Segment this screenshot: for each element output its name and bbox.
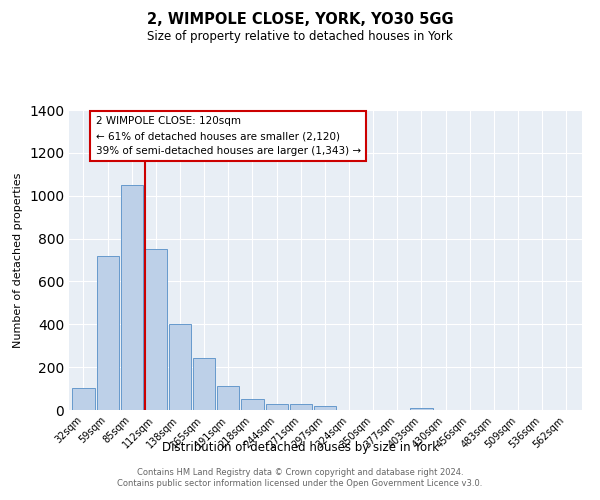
Bar	[241, 400, 263, 410]
Text: 2, WIMPOLE CLOSE, YORK, YO30 5GG: 2, WIMPOLE CLOSE, YORK, YO30 5GG	[146, 12, 454, 28]
Bar	[266, 404, 288, 410]
Text: Size of property relative to detached houses in York: Size of property relative to detached ho…	[147, 30, 453, 43]
Bar	[145, 250, 167, 410]
Text: 2 WIMPOLE CLOSE: 120sqm
← 61% of detached houses are smaller (2,120)
39% of semi: 2 WIMPOLE CLOSE: 120sqm ← 61% of detache…	[95, 116, 361, 156]
Bar	[193, 358, 215, 410]
Bar	[217, 386, 239, 410]
Text: Distribution of detached houses by size in York: Distribution of detached houses by size …	[161, 441, 439, 454]
Text: Contains HM Land Registry data © Crown copyright and database right 2024.
Contai: Contains HM Land Registry data © Crown c…	[118, 468, 482, 487]
Y-axis label: Number of detached properties: Number of detached properties	[13, 172, 23, 348]
Bar	[73, 388, 95, 410]
Bar	[314, 406, 336, 410]
Bar	[97, 256, 119, 410]
Bar	[410, 408, 433, 410]
Bar	[121, 185, 143, 410]
Bar	[169, 324, 191, 410]
Bar	[290, 404, 312, 410]
